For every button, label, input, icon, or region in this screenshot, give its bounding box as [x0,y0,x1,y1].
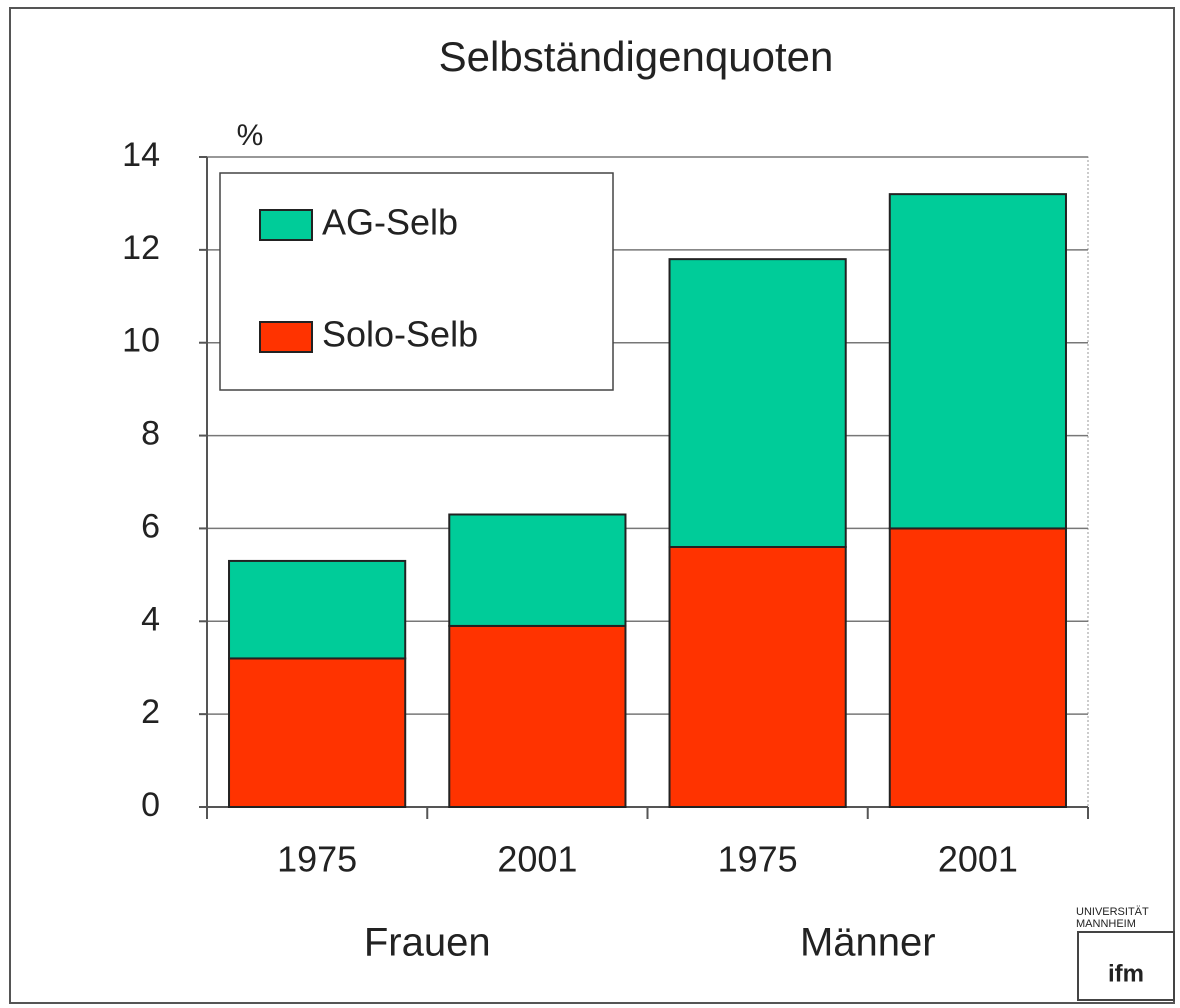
y-tick-label: 12 [122,229,160,267]
y-unit: % [237,119,264,152]
logo-mark: ifm [1108,960,1144,987]
legend-label: AG-Selb [322,202,458,243]
y-tick-label: 6 [141,507,160,545]
group-label: Männer [800,921,936,965]
y-tick-label: 8 [141,415,160,453]
bar-segment [448,513,627,627]
x-tick-label: 2001 [497,839,577,880]
x-tick-label: 1975 [718,839,798,880]
x-tick-label: 2001 [938,839,1018,880]
legend-swatch [259,209,313,241]
bar-segment [668,546,847,808]
y-tick-label: 4 [141,600,160,638]
logo-text: MANNHEIM [1076,918,1136,930]
bar-segment [228,559,407,660]
y-tick-label: 2 [141,693,160,731]
logo-box [1077,931,1175,1001]
bar-segment [888,193,1067,530]
y-tick-label: 0 [141,786,160,824]
legend-swatch [259,321,313,353]
group-label: Frauen [364,921,491,965]
x-tick-label: 1975 [277,839,357,880]
y-tick-label: 10 [122,322,160,360]
logo-text: UNIVERSITÄT [1076,906,1149,918]
bar-segment [228,657,407,809]
bar-segment [668,258,847,548]
legend-label: Solo-Selb [322,314,478,355]
chart-title: Selbständigenquoten [439,33,834,80]
bar-segment [888,527,1067,809]
y-tick-label: 14 [122,136,160,174]
logo: UNIVERSITÄT MANNHEIM ifm [1076,906,1175,1001]
bar-segment [448,624,627,809]
